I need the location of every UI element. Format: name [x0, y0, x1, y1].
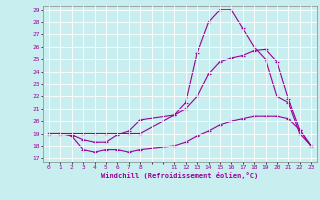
X-axis label: Windchill (Refroidissement éolien,°C): Windchill (Refroidissement éolien,°C)	[101, 172, 259, 179]
